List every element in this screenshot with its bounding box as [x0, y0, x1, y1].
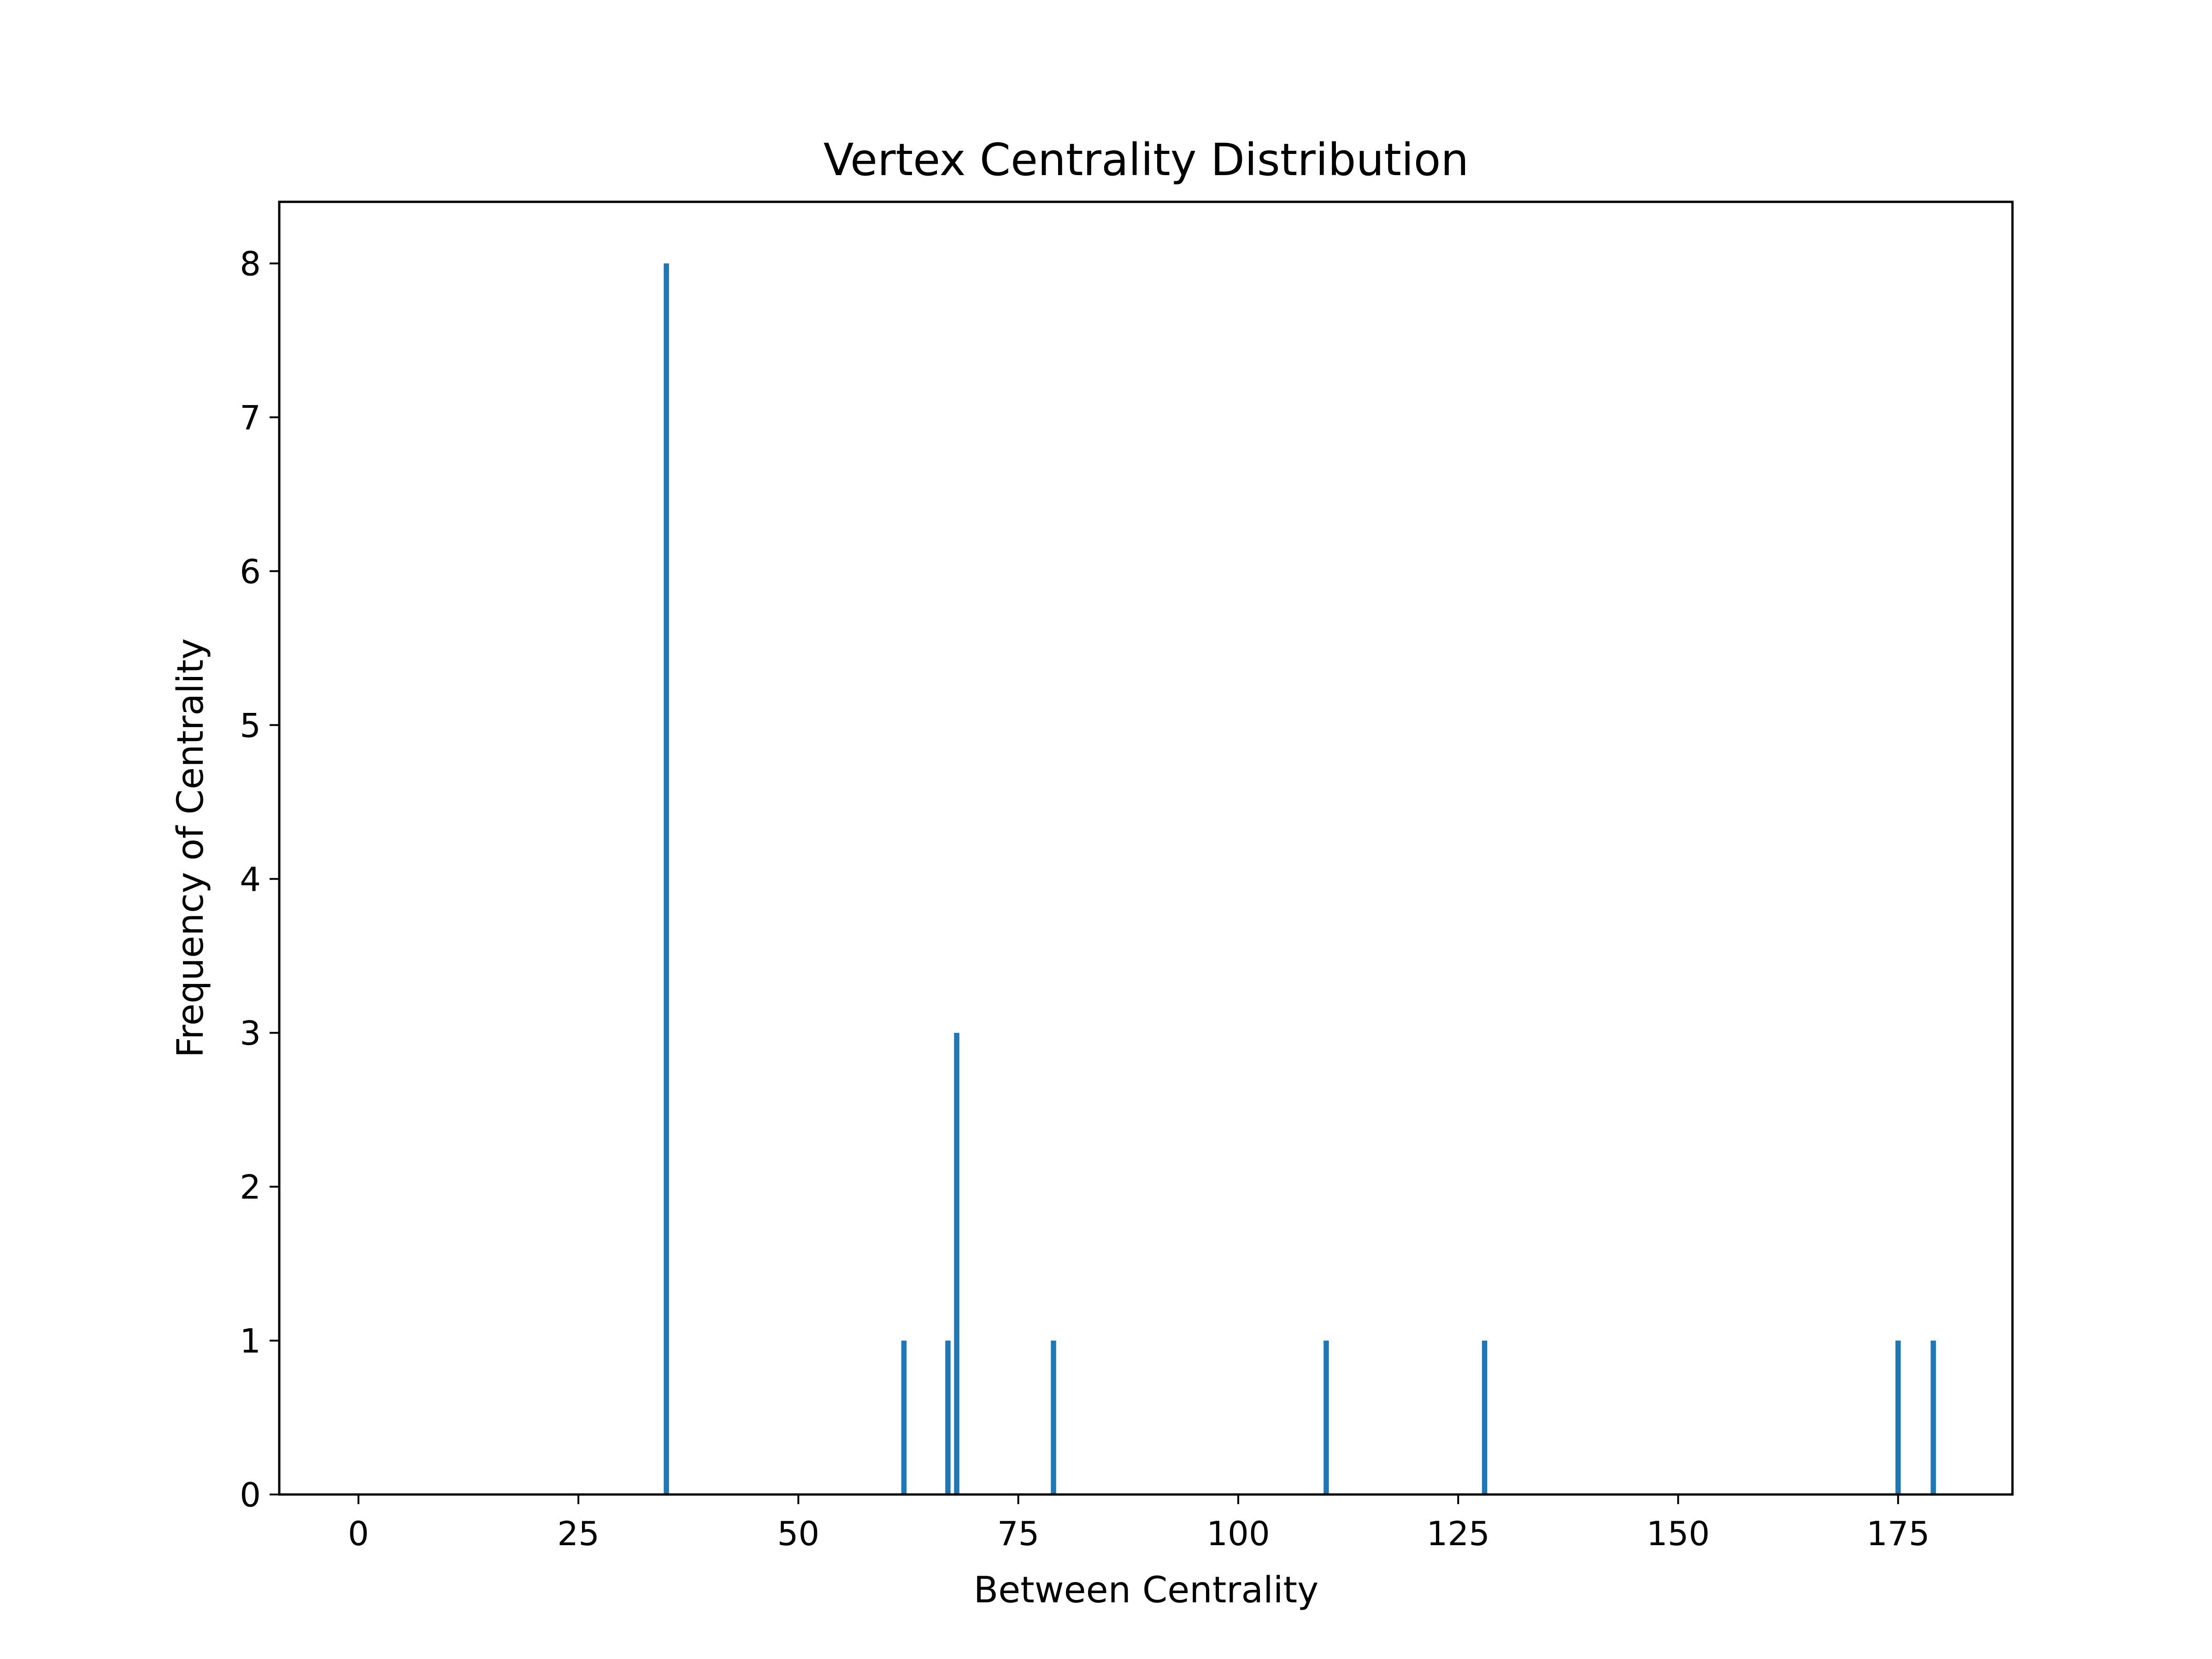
- bar: [1324, 1341, 1329, 1494]
- bar: [945, 1341, 951, 1494]
- bar: [1930, 1341, 1936, 1494]
- bar: [1895, 1341, 1901, 1494]
- bar: [1482, 1341, 1488, 1494]
- y-tick-label: 2: [240, 1168, 261, 1206]
- y-tick-label: 1: [240, 1322, 261, 1360]
- plot-area-frame: [278, 200, 2014, 1496]
- y-axis-ticks: 0 1 2 3 4 5 6 7 8: [240, 245, 279, 1514]
- x-tick-label: 100: [1206, 1514, 1270, 1553]
- x-tick-label: 75: [997, 1514, 1040, 1553]
- y-tick-label: 7: [240, 399, 261, 437]
- x-tick-label: 0: [348, 1514, 369, 1553]
- x-axis-ticks: 0 25 50 75 100 125 150 175: [348, 1494, 1930, 1553]
- bar: [954, 1033, 959, 1494]
- y-tick-label: 0: [240, 1476, 261, 1514]
- y-tick-label: 8: [240, 245, 261, 283]
- x-tick-label: 50: [777, 1514, 820, 1553]
- bars-group: [664, 263, 1936, 1495]
- bar: [1051, 1341, 1056, 1494]
- x-tick-label: 150: [1647, 1514, 1710, 1553]
- x-tick-label: 175: [1866, 1514, 1930, 1553]
- x-tick-label: 125: [1427, 1514, 1490, 1553]
- y-tick-label: 4: [240, 860, 261, 899]
- y-axis-title: Frequency of Centrality: [170, 638, 212, 1058]
- x-axis-title: Between Centrality: [974, 1570, 1319, 1611]
- y-tick-label: 6: [240, 552, 261, 591]
- chart-title: Vertex Centrality Distribution: [824, 134, 1469, 186]
- y-tick-label: 5: [240, 706, 261, 745]
- y-tick-label: 3: [240, 1014, 261, 1053]
- bar: [901, 1341, 907, 1494]
- x-tick-label: 25: [557, 1514, 600, 1553]
- bar: [664, 263, 669, 1495]
